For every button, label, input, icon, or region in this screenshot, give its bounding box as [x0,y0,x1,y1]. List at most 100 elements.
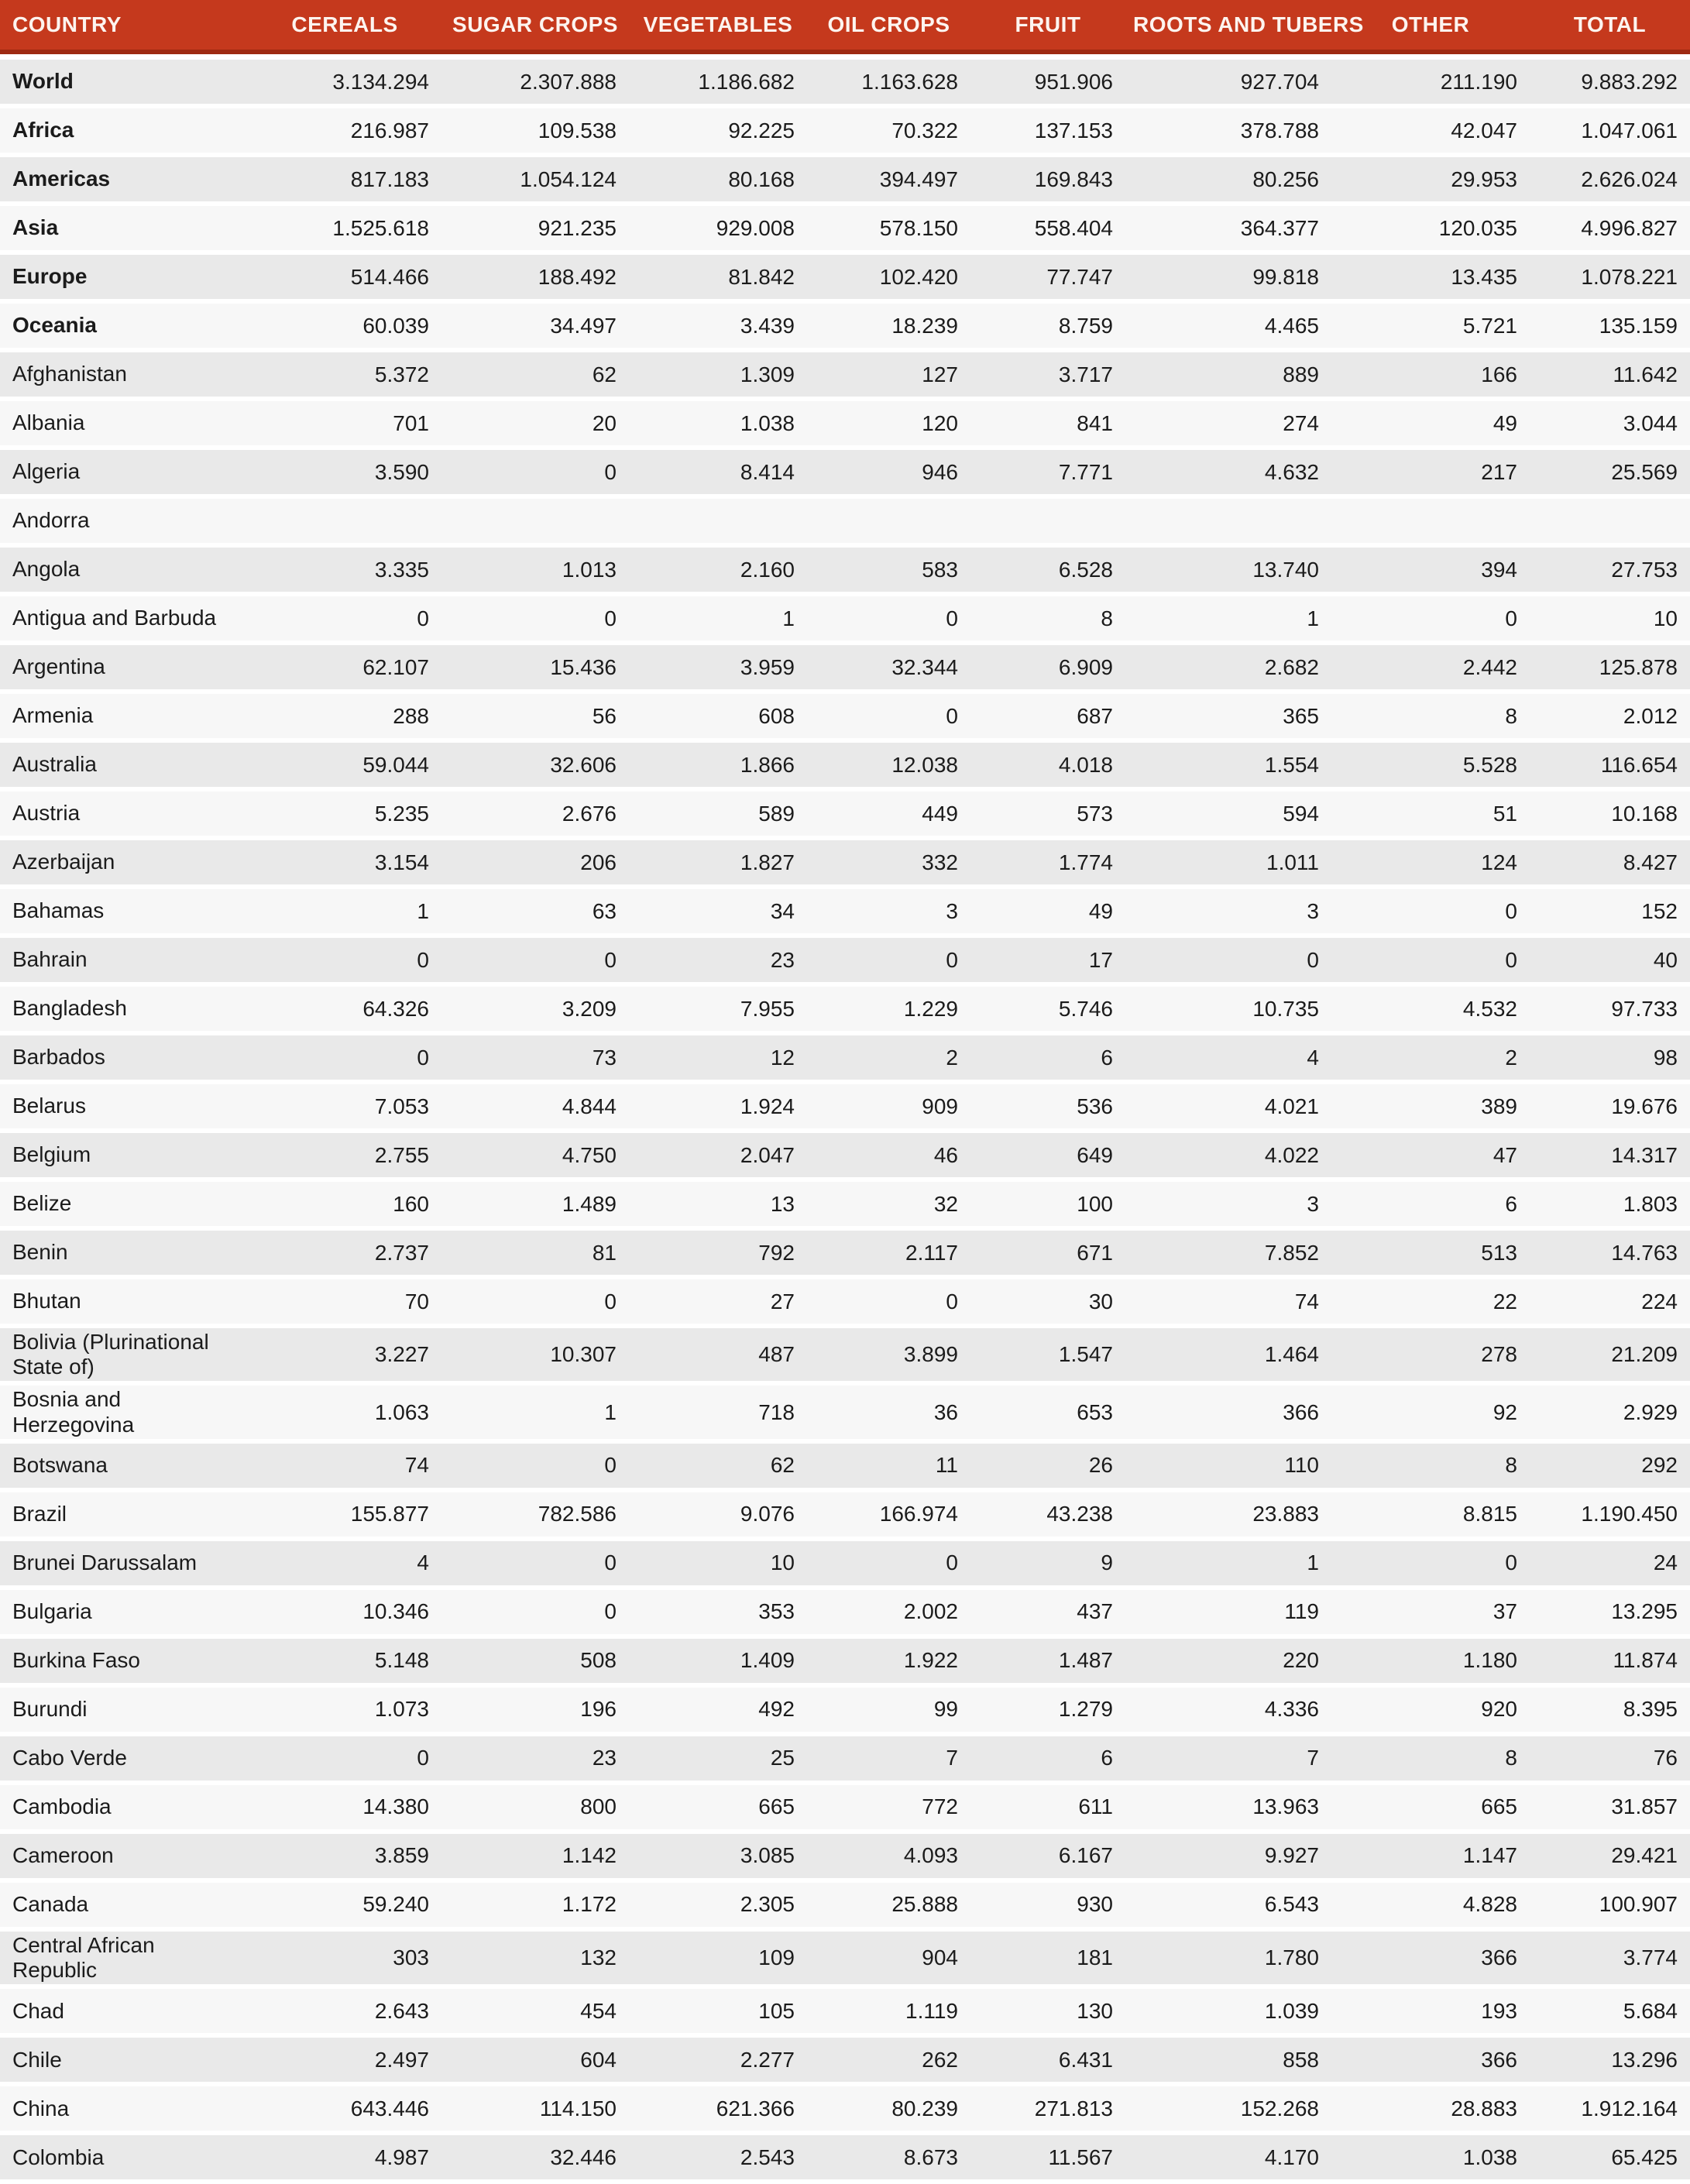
value-cell: 0 [807,694,970,743]
value-cell: 930 [970,1882,1125,1932]
value-cell: 7.955 [629,987,807,1035]
value-cell: 0 [1331,938,1530,987]
value-cell: 49 [970,889,1125,938]
value-cell: 1 [248,889,441,938]
value-cell: 0 [441,1443,629,1492]
value-cell: 1.054.124 [441,157,629,206]
country-cell: Armenia [0,694,248,743]
value-cell: 1.190.450 [1530,1492,1690,1541]
value-cell: 718 [629,1386,807,1444]
value-cell: 26 [970,1443,1125,1492]
table-row: Belgium 2.755 4.750 2.047 46 649 4.022 4… [0,1133,1690,1182]
value-cell: 929.008 [629,206,807,255]
value-cell: 60.039 [248,304,441,352]
value-cell: 649 [970,1133,1125,1182]
value-cell: 1.780 [1125,1931,1331,1990]
value-cell: 1 [1125,1540,1331,1590]
table-row: Chile 2.497 604 2.277 262 6.431 858 366 … [0,2038,1690,2087]
table-row: Albania 701 20 1.038 120 841 274 49 3.04… [0,401,1690,450]
value-cell: 135.159 [1530,304,1690,352]
table-row: Algeria 3.590 0 8.414 946 7.771 4.632 21… [0,450,1690,499]
value-cell: 100.907 [1530,1882,1690,1932]
country-cell: China [0,2086,248,2136]
value-cell: 217 [1331,450,1530,499]
value-cell: 4.828 [1331,1882,1530,1932]
value-cell: 1.309 [629,352,807,401]
value-cell: 70.322 [807,108,970,157]
value-cell: 25 [629,1736,807,1785]
table-row: Bosnia and Herzegovina 1.063 1 718 36 65… [0,1386,1690,1444]
value-cell: 80.168 [629,157,807,206]
value-cell: 14.380 [248,1784,441,1834]
value-cell: 1.279 [970,1687,1125,1736]
country-cell: Bosnia and Herzegovina [0,1386,248,1444]
value-cell: 2.682 [1125,645,1331,694]
country-cell: Brazil [0,1492,248,1541]
value-cell: 366 [1331,1931,1530,1990]
country-cell: Algeria [0,450,248,499]
table-row: Brunei Darussalam 4 0 10 0 9 1 0 24 [0,1540,1690,1590]
value-cell: 394.497 [807,157,970,206]
col-header-sugar-crops: SUGAR CROPS [441,0,629,54]
value-cell: 5.148 [248,1638,441,1688]
value-cell: 2.305 [629,1882,807,1932]
value-cell: 80.239 [807,2086,970,2136]
value-cell: 4.170 [1125,2135,1331,2184]
value-cell: 3.209 [441,987,629,1035]
value-cell: 6.543 [1125,1882,1331,1932]
value-cell: 841 [970,401,1125,450]
value-cell: 3 [1125,889,1331,938]
value-cell: 181 [970,1931,1125,1990]
value-cell: 2.047 [629,1133,807,1182]
value-cell: 64.326 [248,987,441,1035]
value-cell: 81 [441,1231,629,1279]
value-cell: 28.883 [1331,2086,1530,2136]
value-cell: 7.852 [1125,1231,1331,1279]
value-cell: 114.150 [441,2086,629,2136]
value-cell: 76 [1530,1736,1690,1785]
value-cell: 0 [441,450,629,499]
value-cell: 665 [629,1784,807,1834]
table-row: Burundi 1.073 196 492 99 1.279 4.336 920… [0,1687,1690,1736]
value-cell: 274 [1125,401,1331,450]
value-cell: 366 [1331,2038,1530,2087]
table-row: Oceania 60.039 34.497 3.439 18.239 8.759… [0,304,1690,352]
value-cell: 4.093 [807,1833,970,1883]
country-cell: Chad [0,1989,248,2038]
value-cell: 116.654 [1530,743,1690,792]
value-cell: 8.427 [1530,840,1690,889]
value-cell: 772 [807,1784,970,1834]
table-row: Belarus 7.053 4.844 1.924 909 536 4.021 … [0,1084,1690,1133]
country-cell: Belgium [0,1133,248,1182]
table-row: Americas 817.183 1.054.124 80.168 394.49… [0,157,1690,206]
value-cell: 152 [1530,889,1690,938]
value-cell: 56 [441,694,629,743]
value-cell: 42.047 [1331,108,1530,157]
table-row: Burkina Faso 5.148 508 1.409 1.922 1.487… [0,1638,1690,1688]
country-cell: Bolivia (Plurinational State of) [0,1328,248,1386]
value-cell: 0 [441,1589,629,1639]
country-cell: Belize [0,1182,248,1231]
table-row: Botswana 74 0 62 11 26 110 8 292 [0,1443,1690,1492]
value-cell: 10.735 [1125,987,1331,1035]
value-cell: 687 [970,694,1125,743]
value-cell: 1.409 [629,1638,807,1688]
value-cell: 29.953 [1331,157,1530,206]
value-cell [1530,499,1690,548]
value-cell: 15.436 [441,645,629,694]
country-cell: Angola [0,548,248,596]
value-cell: 27 [629,1279,807,1328]
value-cell: 18.239 [807,304,970,352]
value-cell: 1 [441,1386,629,1444]
value-cell: 8 [1331,694,1530,743]
value-cell: 193 [1331,1989,1530,2038]
value-cell: 508 [441,1638,629,1688]
value-cell: 74 [248,1443,441,1492]
value-cell: 437 [970,1589,1125,1639]
country-cell: Azerbaijan [0,840,248,889]
value-cell: 782.586 [441,1492,629,1541]
value-cell: 47 [1331,1133,1530,1182]
value-cell: 6 [970,1035,1125,1084]
country-cell: Burkina Faso [0,1638,248,1688]
value-cell: 1.038 [1331,2135,1530,2184]
